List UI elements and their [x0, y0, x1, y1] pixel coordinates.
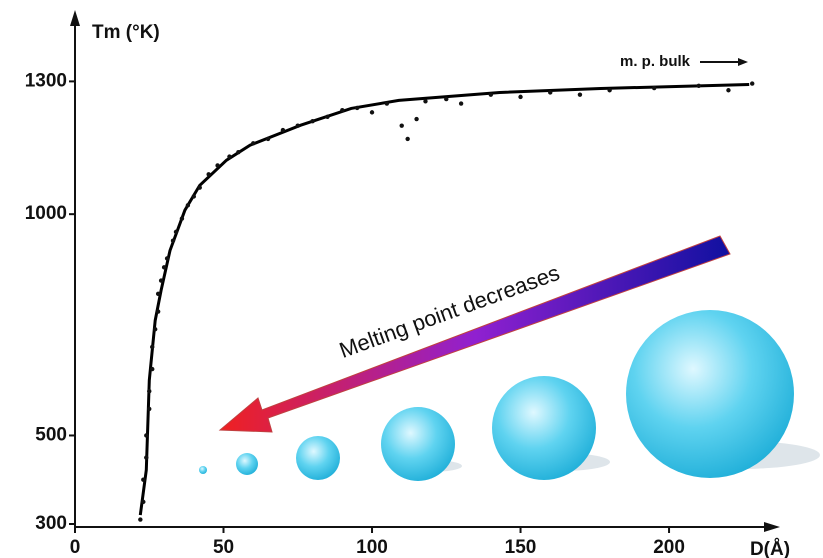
x-tick-label: 200 [653, 537, 685, 558]
data-point [179, 216, 185, 221]
data-point [265, 136, 271, 142]
data-point [488, 92, 494, 97]
y-tick-label: 300 [35, 513, 67, 534]
x-tick-label: 100 [356, 537, 388, 558]
spheres [199, 235, 820, 481]
data-point [577, 92, 583, 97]
data-point [414, 116, 419, 122]
data-point [696, 83, 701, 89]
data-point [384, 101, 390, 106]
data-point [155, 309, 161, 314]
data-point [340, 107, 345, 113]
bulk-annotation: m. p. bulk [620, 53, 691, 70]
data-point [354, 105, 360, 111]
data-point [206, 172, 211, 177]
data-point [405, 136, 410, 142]
data-point [310, 119, 315, 124]
data-point [164, 256, 170, 261]
data-point [152, 327, 158, 332]
data-point [423, 99, 428, 104]
y-axis-label: Tm (°K) [92, 22, 160, 43]
x-tick-label: 50 [213, 537, 234, 558]
data-point [369, 110, 375, 115]
y-tick-label: 1000 [25, 203, 67, 224]
data-point [607, 88, 612, 93]
data-point [141, 477, 146, 482]
data-point [548, 90, 553, 95]
data-point [518, 94, 523, 100]
data-point [144, 433, 149, 438]
data-point [651, 85, 657, 91]
data-point [170, 238, 176, 243]
data-point [144, 455, 149, 460]
data-point [197, 185, 202, 190]
axes [70, 10, 780, 532]
data-point [158, 278, 164, 283]
data-point [147, 389, 152, 394]
fit-line [138, 83, 750, 516]
data-point [444, 96, 449, 102]
data-point [150, 344, 155, 350]
data-point [161, 265, 167, 270]
x-tick-label: 0 [70, 537, 81, 558]
data-point [185, 203, 191, 208]
y-tick-label: 1300 [25, 70, 67, 91]
data-point [227, 154, 232, 159]
data-point [280, 127, 286, 133]
data-point [155, 291, 161, 297]
data-point [325, 114, 330, 120]
data-point [138, 517, 143, 522]
data-point [215, 163, 220, 168]
x-tick-label: 150 [505, 537, 537, 558]
data-point [141, 499, 146, 505]
data-point [399, 123, 404, 128]
data-point [726, 88, 731, 93]
data-point [147, 406, 152, 412]
data-point [236, 150, 241, 155]
data-point [251, 141, 256, 146]
data-point [295, 123, 300, 128]
data-point [191, 194, 197, 199]
data-point [173, 229, 179, 235]
data-point [750, 81, 755, 86]
data-point [150, 366, 155, 372]
data-point [458, 101, 464, 106]
x-axis-label: D(Å) [750, 539, 790, 558]
y-tick-label: 500 [35, 424, 67, 445]
